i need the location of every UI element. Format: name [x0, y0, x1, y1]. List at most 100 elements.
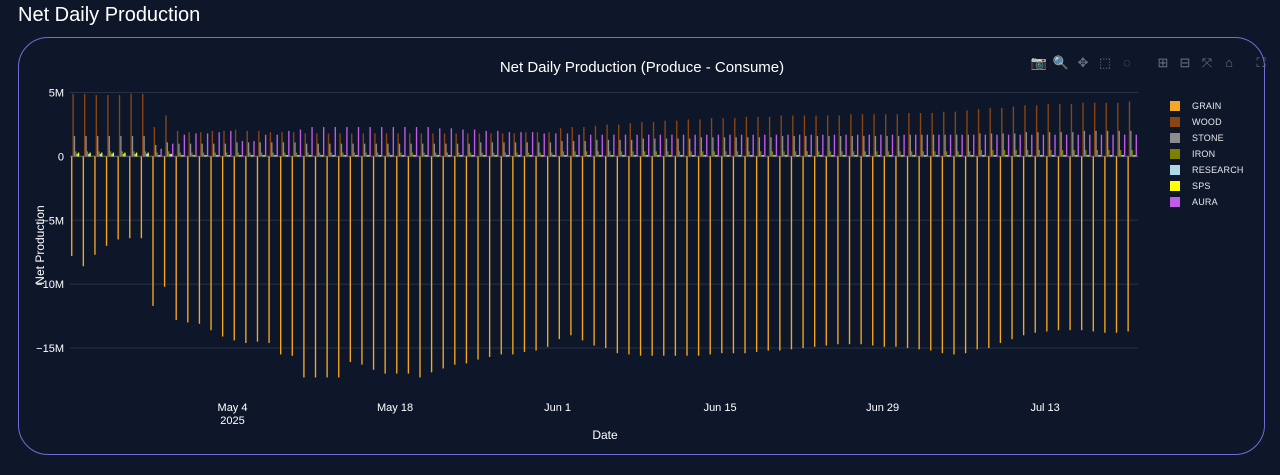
bar-sps[interactable] [344, 155, 347, 157]
bar-grain[interactable] [709, 156, 711, 355]
bar-stone[interactable] [433, 143, 435, 157]
bar-grain[interactable] [396, 156, 398, 374]
bar-grain[interactable] [814, 156, 816, 347]
bar-iron[interactable] [249, 152, 251, 157]
bar-sps[interactable] [646, 155, 649, 157]
bar-aura[interactable] [369, 127, 371, 157]
bar-iron[interactable] [423, 152, 425, 157]
bar-wood[interactable] [1001, 107, 1003, 157]
bar-iron[interactable] [1073, 150, 1075, 157]
bar-iron[interactable] [527, 152, 530, 157]
bar-iron[interactable] [852, 151, 855, 157]
bar-stone[interactable] [839, 135, 842, 157]
bar-research[interactable] [1074, 155, 1077, 157]
bar-grain[interactable] [326, 156, 328, 378]
bar-research[interactable] [239, 155, 241, 157]
bar-sps[interactable] [530, 155, 532, 157]
bar-research[interactable] [482, 155, 485, 157]
bar-iron[interactable] [388, 152, 390, 157]
bar-research[interactable] [923, 155, 926, 157]
bar-stone[interactable] [514, 142, 517, 157]
bar-iron[interactable] [1038, 150, 1041, 157]
bar-research[interactable] [854, 155, 856, 157]
bar-research[interactable] [889, 155, 891, 157]
bar-sps[interactable] [217, 155, 219, 157]
bar-iron[interactable] [551, 152, 553, 157]
bar-iron[interactable] [945, 151, 948, 157]
bar-research[interactable] [192, 155, 194, 157]
legend-item-stone[interactable]: STONE [1170, 130, 1244, 146]
bar-aura[interactable] [1019, 134, 1021, 157]
bar-aura[interactable] [961, 134, 963, 157]
bar-wood[interactable] [130, 93, 132, 157]
bar-grain[interactable] [616, 156, 619, 354]
bar-stone[interactable] [979, 133, 981, 157]
bar-research[interactable] [378, 155, 380, 157]
bar-stone[interactable] [224, 143, 227, 157]
bar-stone[interactable] [654, 138, 656, 157]
bar-wood[interactable] [977, 109, 980, 157]
bar-aura[interactable] [880, 134, 882, 157]
legend-item-aura[interactable]: AURA [1170, 194, 1244, 210]
bar-wood[interactable] [745, 116, 748, 157]
bar-sps[interactable] [310, 155, 312, 157]
bar-grain[interactable] [570, 156, 572, 336]
bar-stone[interactable] [630, 139, 633, 157]
bar-grain[interactable] [976, 156, 978, 350]
bar-wood[interactable] [873, 114, 875, 157]
bar-sps[interactable] [286, 155, 289, 157]
bar-grain[interactable] [221, 156, 224, 337]
bar-stone[interactable] [410, 143, 412, 157]
bar-sps[interactable] [124, 152, 126, 157]
bar-stone[interactable] [236, 142, 238, 157]
bar-wood[interactable] [165, 115, 167, 157]
bar-stone[interactable] [793, 135, 795, 157]
bar-aura[interactable] [357, 127, 360, 157]
bar-sps[interactable] [762, 155, 765, 157]
bar-research[interactable] [749, 155, 752, 157]
bar-research[interactable] [947, 155, 949, 157]
bar-grain[interactable] [581, 156, 584, 341]
bar-grain[interactable] [280, 156, 282, 355]
bar-iron[interactable] [226, 152, 228, 157]
bar-research[interactable] [575, 155, 578, 157]
bar-sps[interactable] [368, 155, 370, 157]
bar-aura[interactable] [717, 134, 720, 157]
legend-item-research[interactable]: RESEARCH [1170, 162, 1244, 178]
bar-research[interactable] [958, 155, 961, 157]
bar-grain[interactable] [883, 156, 886, 347]
bar-research[interactable] [1051, 155, 1053, 157]
bar-grain[interactable] [187, 156, 189, 323]
bar-grain[interactable] [500, 156, 502, 355]
bar-wood[interactable] [1070, 104, 1073, 157]
bar-grain[interactable] [1034, 156, 1036, 333]
bar-grain[interactable] [639, 156, 642, 356]
bar-wood[interactable] [606, 124, 608, 157]
bar-iron[interactable] [725, 151, 727, 157]
bar-wood[interactable] [200, 132, 202, 157]
bar-grain[interactable] [1092, 156, 1094, 332]
bar-sps[interactable] [1029, 155, 1032, 157]
bar-stone[interactable] [1106, 130, 1109, 157]
bar-stone[interactable] [689, 138, 691, 157]
bar-wood[interactable] [467, 133, 469, 157]
bar-wood[interactable] [153, 127, 156, 157]
bar-grain[interactable] [697, 156, 700, 356]
bar-wood[interactable] [397, 133, 399, 157]
bar-sps[interactable] [693, 155, 695, 157]
bar-aura[interactable] [439, 128, 441, 157]
bar-grain[interactable] [140, 156, 143, 239]
bar-aura[interactable] [1042, 134, 1045, 157]
bar-research[interactable] [564, 155, 566, 157]
bar-grain[interactable] [430, 156, 433, 373]
bar-aura[interactable] [856, 134, 859, 157]
bar-sps[interactable] [205, 155, 207, 157]
bar-research[interactable] [459, 155, 461, 157]
bar-stone[interactable] [131, 135, 134, 157]
bar-stone[interactable] [445, 143, 447, 157]
bar-sps[interactable] [797, 155, 799, 157]
bar-aura[interactable] [659, 134, 661, 157]
bar-research[interactable] [610, 155, 612, 157]
bar-iron[interactable] [1061, 150, 1064, 157]
bar-iron[interactable] [481, 152, 483, 157]
